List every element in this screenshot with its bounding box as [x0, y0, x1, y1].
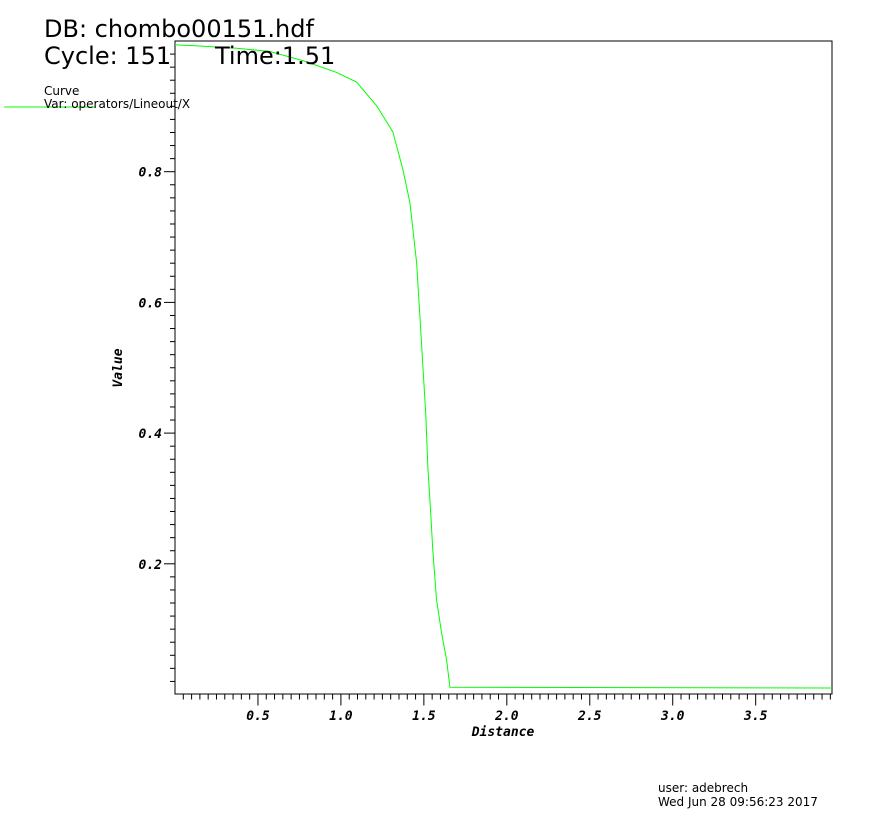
y-tick-label: 0.8 — [139, 166, 163, 181]
y-axis-title: Value — [111, 348, 126, 387]
x-axis-title: Distance — [471, 725, 535, 740]
y-tick-label: 0.2 — [139, 558, 163, 573]
axis-ticks: 0.5 1.0 1.5 2.0 2.5 3.0 3.5 0.2 0.4 0.6 0.8 — [139, 53, 831, 724]
y-tick-label: 0.4 — [139, 427, 163, 442]
legend-title: Curve — [44, 84, 80, 98]
x-tick-label: 2.5 — [577, 709, 602, 724]
date-label: Wed Jun 28 09:56:23 2017 — [658, 795, 818, 809]
db-title: DB: chombo00151.hdf — [44, 15, 314, 43]
time-label: Time:1.51 — [215, 42, 336, 70]
x-tick-label: 3.0 — [660, 709, 685, 724]
x-tick-label: 2.0 — [494, 709, 519, 724]
x-tick-label: 1.0 — [329, 709, 353, 724]
legend-var: Var: operators/Lineout/X — [44, 97, 191, 111]
x-tick-label: 3.5 — [743, 709, 768, 724]
cycle-label: Cycle: 151 — [44, 42, 172, 70]
x-tick-label: 0.5 — [246, 709, 270, 724]
x-tick-label: 1.5 — [412, 709, 436, 724]
y-tick-label: 0.6 — [139, 296, 163, 311]
user-label: user: adebrech — [658, 781, 749, 795]
plot-frame — [174, 40, 833, 695]
series-line — [174, 44, 833, 689]
